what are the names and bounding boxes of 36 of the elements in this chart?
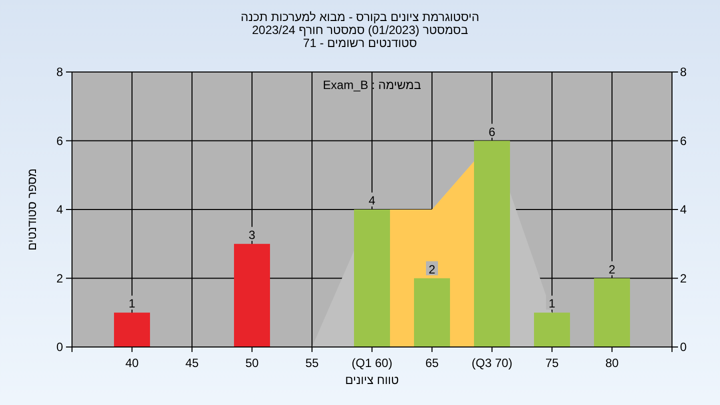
data-label: 3 xyxy=(248,228,256,242)
y2-tick-label: 8 xyxy=(680,65,687,79)
data-label: 4 xyxy=(368,194,376,208)
y2-tick-label: 2 xyxy=(680,271,687,286)
data-label: 1 xyxy=(128,296,136,311)
y2-tick-label: 4 xyxy=(680,202,687,216)
chart-subtitle: בסמסטר (01/2023) סמסטר חורף 2023/24 סטודנטים רשומים - 71 xyxy=(252,23,468,50)
x-tick-label: 40 xyxy=(125,356,139,370)
y-tick-label: 6 xyxy=(56,134,64,148)
y2-tick-label: 0 xyxy=(680,340,687,354)
data-label: 1 xyxy=(548,296,556,311)
bar xyxy=(114,312,150,347)
y2-tick-label: 6 xyxy=(680,134,687,148)
y-tick-label: 2 xyxy=(56,271,64,286)
y-tick-label: 8 xyxy=(56,65,64,79)
x-tick-label: 50 xyxy=(245,356,259,370)
data-label: 6 xyxy=(488,124,496,139)
annotation: במשימה : Exam_B xyxy=(322,78,422,92)
y-tick-label: 0 xyxy=(56,340,64,354)
bar xyxy=(414,278,450,347)
x-tick-label: 45 xyxy=(185,356,199,370)
x-tick-label: (Q3 70) xyxy=(472,356,512,370)
y-axis-title: מספר סטודנטים xyxy=(25,168,39,251)
x-tick-label: 80 xyxy=(605,356,619,370)
bar xyxy=(534,312,570,347)
data-label: 2 xyxy=(428,262,436,276)
chart-title: היסטוגרמת ציונים בקורס - מבוא למערכות תכנה xyxy=(240,10,480,24)
x-axis-title: טווח ציונים xyxy=(345,373,400,387)
bar xyxy=(234,244,270,347)
x-tick-label: 75 xyxy=(545,356,559,370)
y-tick-label: 4 xyxy=(56,202,64,216)
bar xyxy=(594,278,630,347)
x-tick-label: 55 xyxy=(305,356,319,370)
x-tick-label: 65 xyxy=(425,356,439,370)
data-label: 2 xyxy=(608,262,616,276)
x-tick-label: (Q1 60) xyxy=(352,356,392,370)
